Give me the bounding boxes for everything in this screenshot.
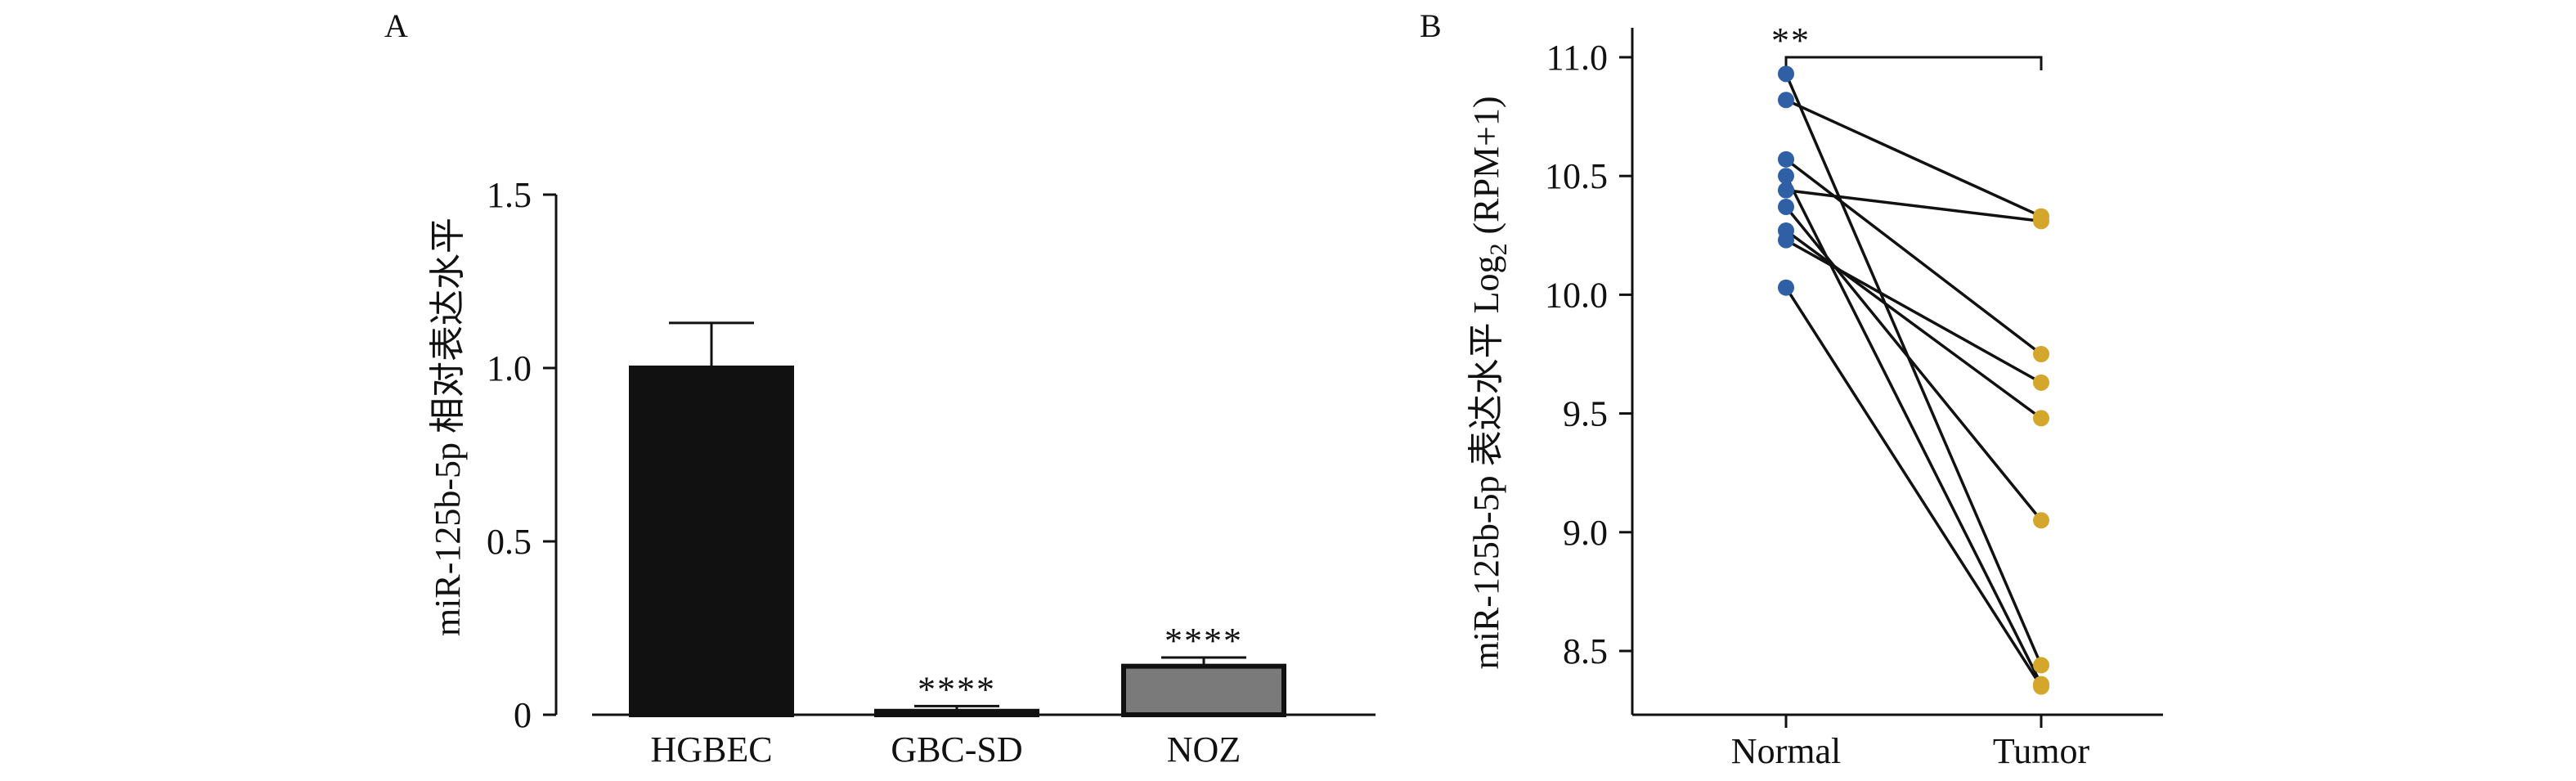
panel-b-significance-bracket <box>1784 56 2043 70</box>
panel-b-pair-line <box>1784 73 2043 667</box>
panel-b-y-axis-title-subscript: 2 <box>1485 244 1512 256</box>
panel-b-pair-line <box>1784 286 2043 688</box>
panel-b-normal-point <box>1778 65 1794 83</box>
panel-a-significance-label: **** <box>1165 621 1243 661</box>
panel-a-y-tick-label: 0 <box>514 695 532 735</box>
panel-a-category-label: NOZ <box>1167 729 1241 770</box>
panel-b-normal-point <box>1778 92 1794 109</box>
panel-a-y-ticks: 0 0.5 1.0 1.5 <box>487 175 556 735</box>
panel-label-a: A <box>384 7 408 44</box>
panel-b-normal-point <box>1778 198 1794 215</box>
panel-b-pair-line <box>1784 205 2043 522</box>
panel-b-pair-line <box>1785 98 2042 218</box>
panel-b-normal-point <box>1778 150 1794 168</box>
panel-b-normal-point <box>1778 168 1794 185</box>
panel-b-normal-point <box>1778 231 1794 249</box>
panel-a: A miR-125b-5p 相对表达水平 0 0.5 1.0 1.5 HGBEC GBC… <box>384 7 1376 770</box>
panel-b-tumor-point <box>2033 657 2049 674</box>
panel-b-tumor-point <box>2033 512 2049 529</box>
panel-label-b: B <box>1420 7 1442 44</box>
panel-a-category-label: GBC-SD <box>891 729 1022 770</box>
panel-b-pair-line <box>1785 239 2042 384</box>
panel-b-y-tick-label: 8.5 <box>1563 631 1608 671</box>
panel-b: B miR-125b-5p 表达水平 Log2 (RPM+1) 8.5 9.0 9.… <box>1420 7 2163 771</box>
panel-a-bar <box>874 708 1039 718</box>
panel-a-bars: HGBEC GBC-SD **** NOZ **** <box>629 321 1286 770</box>
panel-b-pair-line <box>1784 229 2043 420</box>
panel-b-y-tick-label: 9.0 <box>1563 513 1608 553</box>
panel-a-bar <box>629 366 794 717</box>
panel-b-y-tick-label: 11.0 <box>1546 38 1608 78</box>
panel-b-tumor-point <box>2033 678 2049 695</box>
panel-a-y-tick-label: 1.5 <box>487 175 532 215</box>
panel-b-y-ticks: 8.5 9.0 9.5 10.0 10.5 11.0 <box>1545 38 1632 671</box>
panel-b-normal-point <box>1778 182 1794 199</box>
panel-b-pair-line <box>1784 158 2043 356</box>
panel-b-y-tick-label: 10.5 <box>1545 156 1608 196</box>
panel-b-tumor-point <box>2033 346 2049 362</box>
panel-b-significance-label: ** <box>1771 20 1811 61</box>
panel-b-y-tick-label: 9.5 <box>1563 394 1608 434</box>
panel-b-tumor-point <box>2033 213 2049 230</box>
panel-b-category-label: Normal <box>1731 731 1841 771</box>
panel-b-y-tick-label: 10.0 <box>1545 275 1608 315</box>
panel-b-y-axis-title-main: miR-125b-5p 表达水平 Log <box>1466 256 1506 670</box>
panel-a-bar <box>1121 663 1286 718</box>
panel-a-y-tick-label: 0.5 <box>487 522 532 562</box>
panel-b-tumor-point <box>2033 410 2049 427</box>
panel-a-significance-label: **** <box>918 669 996 709</box>
panel-b-category-label: Tumor <box>1993 731 2090 771</box>
panel-b-y-axis-title: miR-125b-5p 表达水平 Log2 (RPM+1) <box>1466 96 1512 669</box>
panel-b-plot: Normal Tumor ** <box>1731 20 2090 771</box>
panel-b-normal-point <box>1778 279 1794 296</box>
panel-b-pair-line <box>1785 188 2042 223</box>
panel-b-tumor-point <box>2033 374 2049 391</box>
panel-a-y-tick-label: 1.0 <box>487 348 532 388</box>
panel-a-category-label: HGBEC <box>650 729 772 770</box>
panel-b-y-axis-title-suffix: (RPM+1) <box>1466 96 1506 243</box>
panel-a-y-axis-title: miR-125b-5p 相对表达水平 <box>428 218 468 636</box>
